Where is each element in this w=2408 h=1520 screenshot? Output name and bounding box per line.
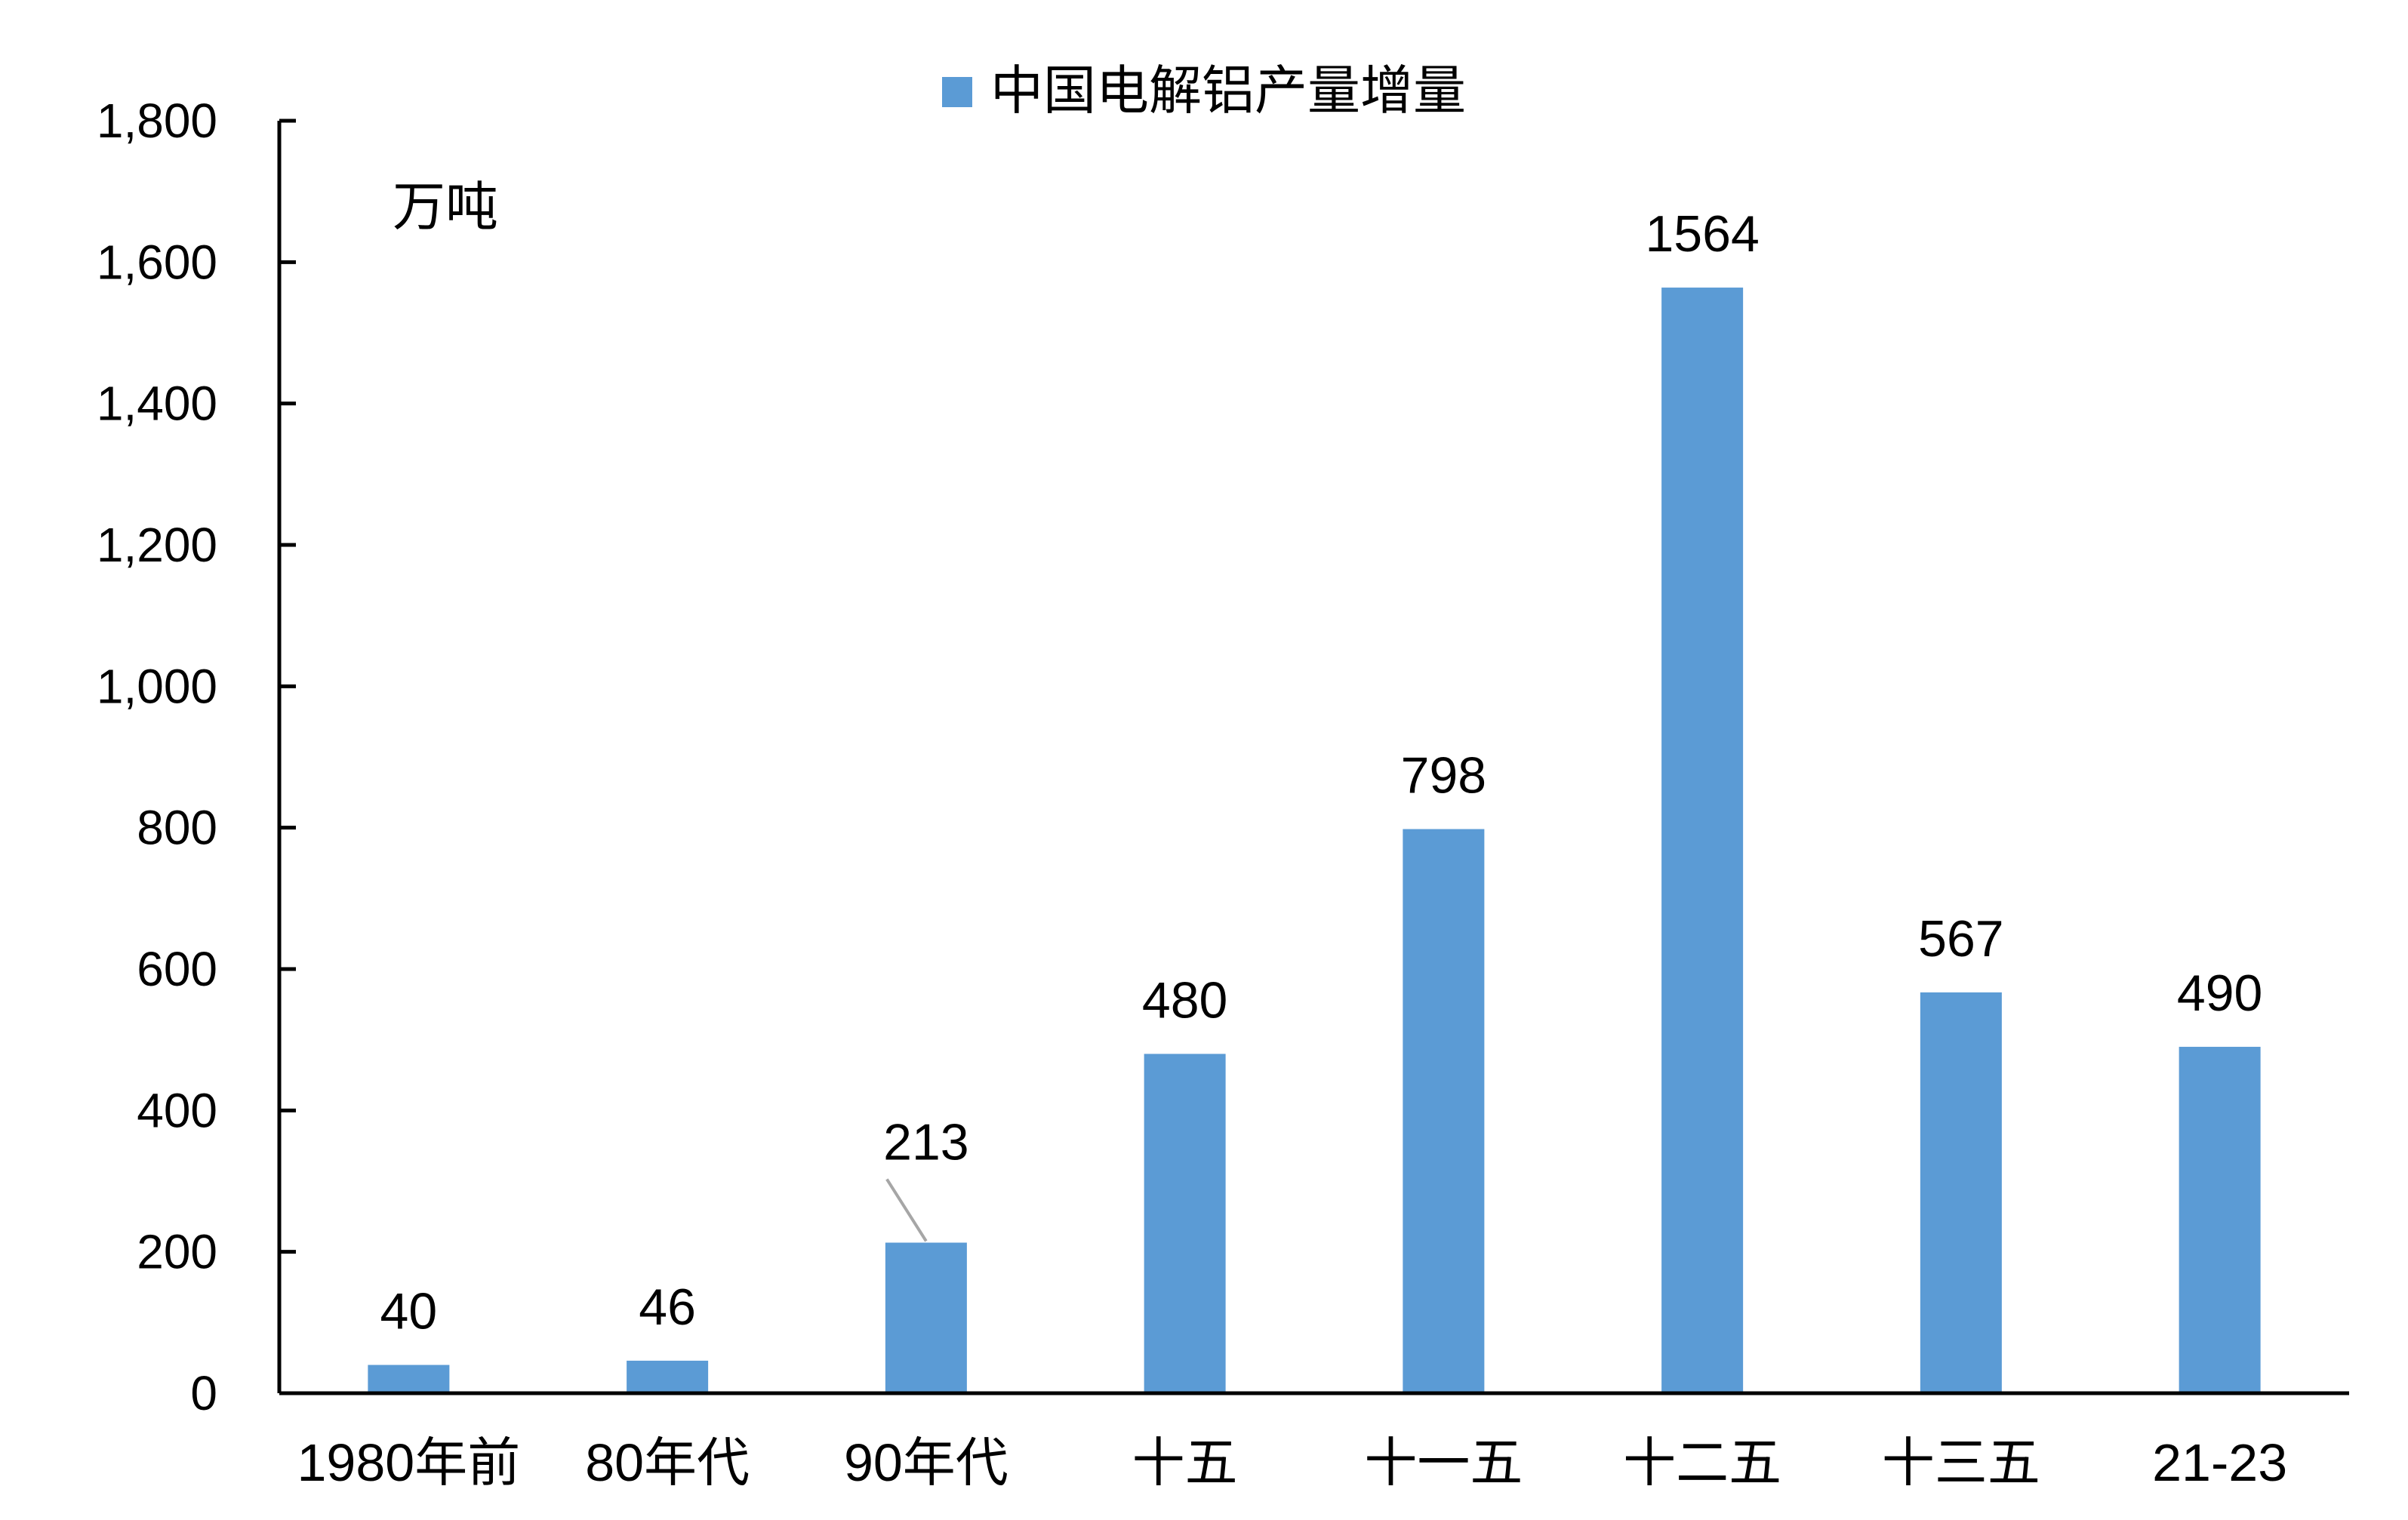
x-tick-label: 21-23 xyxy=(2152,1433,2287,1492)
legend: 中国电解铝产量增量 xyxy=(942,61,1466,120)
bar xyxy=(1144,1054,1226,1393)
data-label: 480 xyxy=(1142,971,1227,1029)
legend-swatch xyxy=(942,77,972,107)
callouts xyxy=(885,1178,928,1242)
data-label: 567 xyxy=(1918,910,2003,968)
x-axis: 1980年前 80年代 90年代 十五 十一五 十二五 十三五 21-23 xyxy=(279,1391,2349,1492)
bar xyxy=(368,1365,450,1393)
x-tick-label: 十五 xyxy=(1132,1433,1238,1492)
x-tick-label: 十三五 xyxy=(1882,1433,2040,1492)
y-tick-label: 1,000 xyxy=(97,659,217,713)
unit-label: 万吨 xyxy=(393,177,498,236)
callout-line xyxy=(885,1178,928,1242)
bar xyxy=(1920,992,2002,1393)
bar xyxy=(1661,288,1744,1393)
bar xyxy=(2179,1047,2261,1393)
bar xyxy=(885,1242,967,1393)
data-label: 213 xyxy=(883,1113,968,1171)
data-label: 46 xyxy=(639,1278,696,1336)
x-tick-label: 十一五 xyxy=(1364,1433,1523,1492)
legend-label: 中国电解铝产量增量 xyxy=(990,61,1466,120)
data-label: 490 xyxy=(2177,965,2262,1022)
y-tick-label: 1,800 xyxy=(97,94,217,148)
data-label: 1564 xyxy=(1645,205,1759,263)
x-tick-label: 80年代 xyxy=(585,1433,750,1492)
y-tick-label: 1,400 xyxy=(97,377,217,431)
bars xyxy=(368,288,2261,1393)
x-tick-label: 1980年前 xyxy=(297,1433,521,1492)
y-tick-label: 800 xyxy=(137,801,217,855)
y-tick-label: 400 xyxy=(137,1083,217,1137)
data-label: 798 xyxy=(1401,747,1486,805)
bar xyxy=(1403,829,1485,1393)
y-tick-label: 600 xyxy=(137,942,217,996)
data-labels: 40 46 213 480 798 1564 567 490 xyxy=(380,205,2263,1340)
y-tick-label: 1,200 xyxy=(97,518,217,572)
bar xyxy=(627,1360,709,1393)
x-tick-label: 十二五 xyxy=(1623,1433,1781,1492)
data-label: 40 xyxy=(380,1283,438,1340)
y-axis: 0 200 400 600 800 1,000 1,200 1,400 1,600 1,800 xyxy=(97,94,296,1420)
y-tick-label: 1,600 xyxy=(97,235,217,289)
y-tick-label: 200 xyxy=(137,1225,217,1279)
x-tick-label: 90年代 xyxy=(844,1433,1008,1492)
y-tick-label: 0 xyxy=(190,1366,217,1420)
